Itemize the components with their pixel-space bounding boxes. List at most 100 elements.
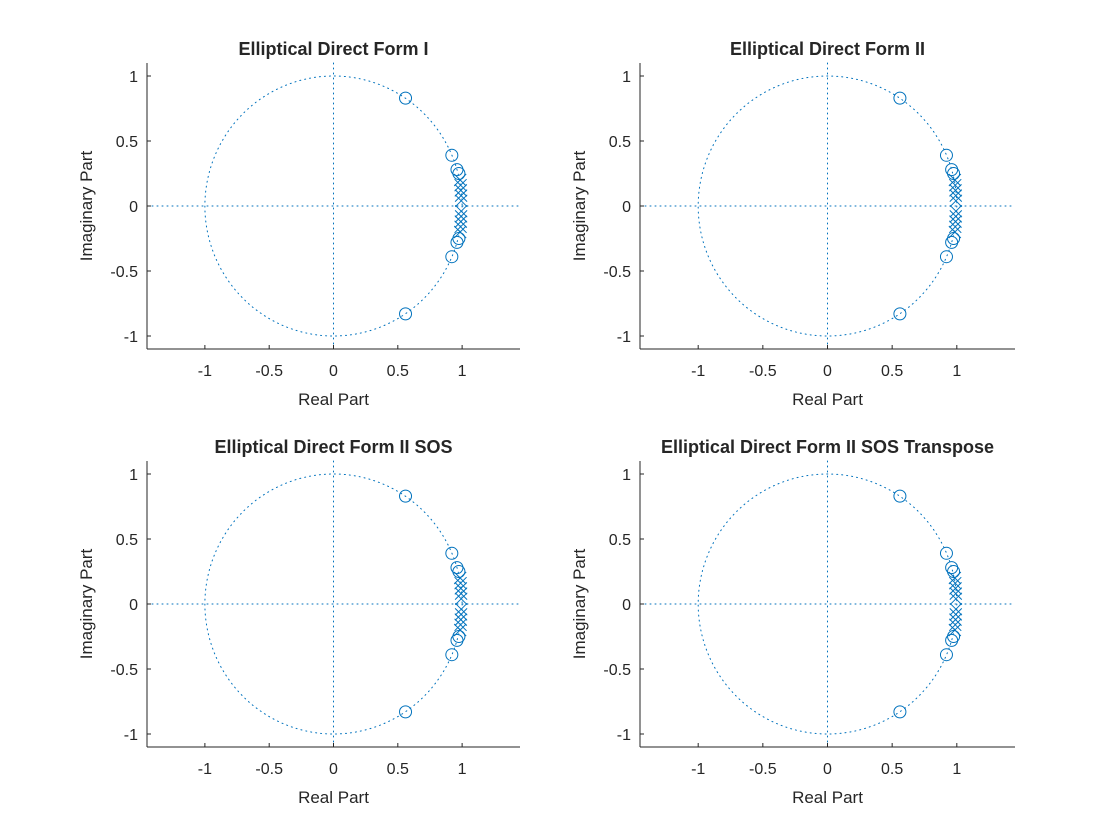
pole-stroke: [949, 602, 963, 616]
unit-circle: [697, 75, 958, 337]
pole-stroke: [454, 189, 468, 202]
subplot-elliptical-direct-form-ii-sos: Elliptical Direct Form II SOS Real Part …: [77, 437, 521, 807]
y-axis-label: Imaginary Part: [570, 150, 589, 261]
pole-stroke: [948, 220, 962, 234]
y-tick-label: -0.5: [110, 662, 138, 679]
pole-marker: [454, 576, 467, 590]
pole-stroke: [454, 592, 468, 606]
zero-marker: [399, 705, 413, 719]
pole-marker: [454, 608, 468, 621]
subplot-elliptical-direct-form-ii-sos-transpose: Elliptical Direct Form II SOS Transpose …: [570, 437, 1016, 807]
y-tick-label: -0.5: [603, 264, 631, 281]
pole-stroke: [453, 173, 467, 187]
zero-marker: [452, 565, 466, 578]
subplot-title: Elliptical Direct Form II SOS Transpose: [661, 437, 994, 457]
x-tick-label: -1: [198, 761, 212, 778]
zero-marker: [893, 705, 907, 719]
pole-stroke: [949, 613, 962, 626]
y-tick-label: 1: [622, 467, 631, 484]
pole-marker: [453, 173, 467, 187]
pole-stroke: [454, 184, 468, 197]
subplot-elliptical-direct-form-i: Elliptical Direct Form I Real Part Imagi…: [77, 39, 521, 409]
pole-stroke: [454, 613, 468, 626]
y-tick-label: -0.5: [603, 662, 631, 679]
pole-marker: [948, 618, 962, 632]
pole-marker: [949, 215, 962, 228]
pole-stroke: [948, 173, 962, 187]
pole-marker: [454, 184, 468, 197]
pole-stroke: [949, 592, 963, 606]
y-tick-label: 0: [622, 199, 631, 216]
x-tick-label: 0: [329, 761, 338, 778]
pole-marker: [948, 173, 962, 187]
x-tick-label: 1: [458, 761, 467, 778]
x-tick-label: -1: [198, 363, 212, 380]
pole-stroke: [454, 618, 467, 632]
pole-stroke: [454, 215, 468, 228]
y-tick-label: 1: [622, 69, 631, 86]
pole-marker: [948, 225, 962, 239]
pole-stroke: [454, 608, 468, 621]
pole-marker: [949, 582, 962, 595]
zero-marker: [399, 91, 413, 105]
pole-marker: [453, 571, 467, 585]
y-tick-label: -1: [124, 329, 138, 346]
zero-marker: [939, 148, 953, 162]
pole-marker: [454, 210, 468, 223]
pole-marker: [949, 189, 963, 202]
plot-area: -1 -0.5 0 0.5 1 -1 -0.5 0 0.5 1: [110, 62, 521, 380]
zero-marker: [939, 648, 953, 662]
pole-marker: [453, 623, 467, 637]
y-tick-label: -1: [617, 329, 631, 346]
zero-marker: [893, 307, 907, 321]
x-axis-label: Real Part: [792, 788, 863, 807]
pole-marker: [949, 602, 963, 616]
pole-marker: [454, 220, 467, 234]
zero-marker: [893, 489, 907, 503]
zero-marker: [939, 250, 953, 264]
pole-stroke: [454, 582, 468, 595]
y-tick-label: 0.5: [116, 134, 138, 151]
zero-marker: [399, 489, 413, 503]
y-tick-label: 1: [129, 467, 138, 484]
pole-marker: [948, 178, 962, 192]
pole-marker: [949, 613, 962, 626]
pole-stroke: [453, 623, 467, 637]
y-axis-label: Imaginary Part: [77, 548, 96, 659]
x-tick-label: -0.5: [749, 761, 777, 778]
x-tick-label: -0.5: [255, 363, 283, 380]
pole-stroke: [949, 587, 963, 600]
zero-marker: [947, 232, 961, 245]
pole-marker: [454, 194, 468, 208]
pole-stroke: [948, 225, 962, 239]
y-tick-label: 0: [622, 597, 631, 614]
zero-marker: [452, 167, 466, 180]
subplot-title: Elliptical Direct Form I: [238, 39, 428, 59]
plot-area: -1 -0.5 0 0.5 1 -1 -0.5 0 0.5 1: [110, 460, 521, 778]
pole-stroke: [453, 225, 467, 239]
y-tick-label: -0.5: [110, 264, 138, 281]
pole-stroke: [948, 618, 962, 632]
zero-marker: [893, 91, 907, 105]
y-tick-label: -1: [617, 727, 631, 744]
pole-marker: [949, 587, 963, 600]
pole-stroke: [454, 178, 467, 192]
pole-marker: [454, 592, 468, 606]
x-tick-label: 0.5: [387, 761, 409, 778]
pole-marker: [949, 184, 962, 197]
x-axis-label: Real Part: [298, 390, 369, 409]
pole-stroke: [453, 571, 467, 585]
pole-stroke: [948, 571, 962, 585]
zero-marker: [452, 630, 466, 643]
y-axis-label: Imaginary Part: [77, 150, 96, 261]
pole-stroke: [949, 204, 963, 218]
pole-marker: [454, 178, 467, 192]
zero-marker: [445, 148, 459, 162]
pole-stroke: [949, 189, 963, 202]
y-tick-label: 0.5: [116, 532, 138, 549]
zero-marker: [445, 648, 459, 662]
y-tick-label: 0: [129, 199, 138, 216]
pole-marker: [949, 204, 963, 218]
pole-marker: [948, 623, 962, 637]
